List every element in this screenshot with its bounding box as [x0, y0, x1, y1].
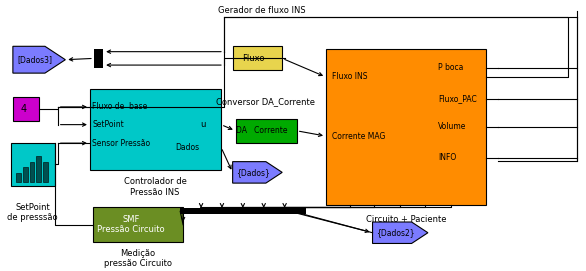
Text: SMF
Pressão Circuito: SMF Pressão Circuito — [97, 215, 165, 234]
Bar — [326, 49, 486, 205]
Text: {Dados2}: {Dados2} — [376, 228, 415, 237]
Text: Conversor DA_Corrente: Conversor DA_Corrente — [216, 97, 315, 106]
Text: Medição
pressão Circuito: Medição pressão Circuito — [104, 249, 172, 268]
Text: {Dados}: {Dados} — [237, 168, 270, 177]
Text: Circuito + Paciente: Circuito + Paciente — [366, 215, 446, 224]
Text: [Dados3]: [Dados3] — [18, 55, 52, 64]
Text: Fluxo de  base: Fluxo de base — [93, 102, 148, 111]
Bar — [36, 156, 42, 182]
Text: Fluxo_PAC: Fluxo_PAC — [438, 94, 477, 103]
Text: Fluxo INS: Fluxo INS — [332, 72, 368, 82]
Bar — [43, 162, 48, 182]
Bar — [23, 167, 28, 182]
Bar — [94, 49, 103, 68]
Text: SetPoint: SetPoint — [93, 120, 124, 129]
Text: Volume: Volume — [438, 122, 466, 131]
Text: DA   Corrente: DA Corrente — [236, 126, 287, 135]
Text: u: u — [200, 120, 205, 129]
Text: SetPoint
de presssão: SetPoint de presssão — [8, 203, 58, 222]
Text: 4: 4 — [21, 104, 27, 114]
Bar — [16, 173, 21, 182]
Text: Gerador de fluxo INS: Gerador de fluxo INS — [218, 6, 306, 15]
Bar — [90, 89, 221, 170]
Bar — [11, 143, 55, 186]
Text: Fluxo: Fluxo — [242, 54, 265, 63]
Text: P boca: P boca — [438, 63, 464, 72]
Polygon shape — [373, 222, 428, 243]
Bar — [93, 207, 183, 242]
Bar — [233, 46, 282, 70]
Bar — [13, 97, 39, 121]
Bar — [29, 162, 35, 182]
Text: INFO: INFO — [438, 153, 456, 162]
Polygon shape — [233, 162, 282, 183]
Bar — [236, 119, 297, 143]
Polygon shape — [13, 46, 66, 73]
Bar — [180, 208, 305, 214]
Text: Sensor Pressão: Sensor Pressão — [93, 139, 151, 148]
Text: Dados: Dados — [175, 143, 199, 152]
Text: Corrente MAG: Corrente MAG — [332, 132, 386, 141]
Text: Controlador de
Pressão INS: Controlador de Pressão INS — [124, 178, 186, 197]
